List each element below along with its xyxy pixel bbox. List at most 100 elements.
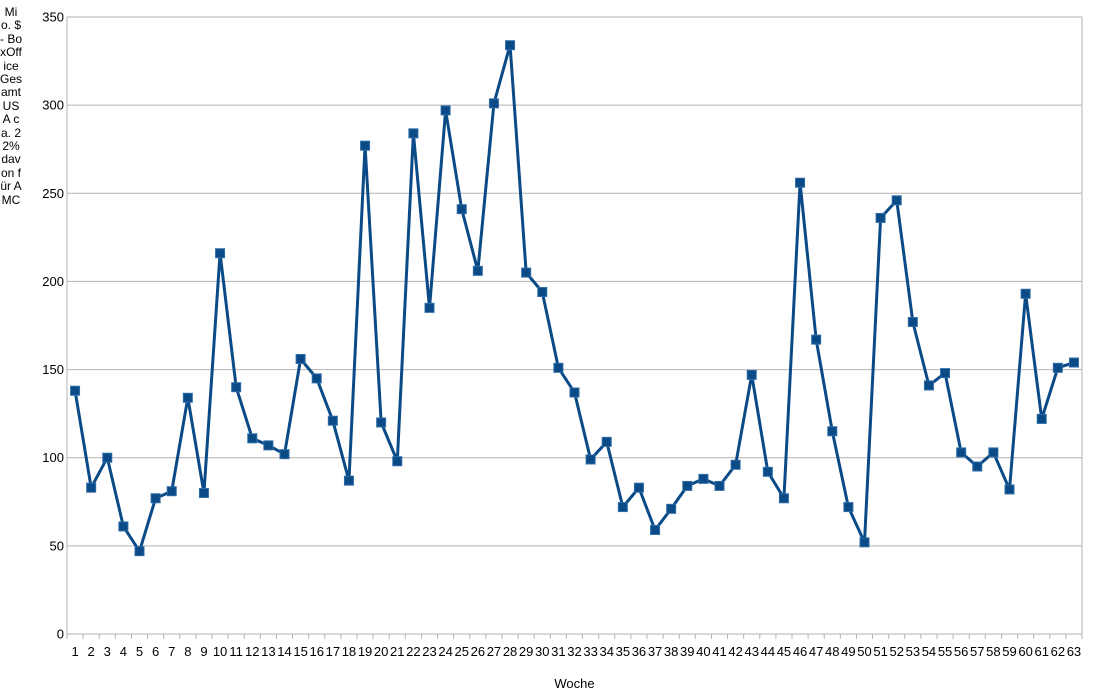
data-point [585, 454, 596, 465]
y-tick-label: 0 [57, 627, 64, 642]
data-point [472, 265, 483, 276]
y-tick-label: 150 [42, 362, 64, 377]
data-point [940, 368, 951, 379]
data-point [408, 128, 419, 139]
x-tick-label: 38 [664, 644, 678, 659]
x-tick-label: 36 [632, 644, 646, 659]
x-tick-label: 18 [342, 644, 356, 659]
data-point [456, 204, 467, 215]
x-tick-label: 16 [309, 644, 323, 659]
data-point [392, 456, 403, 467]
x-tick-label: 2 [88, 644, 95, 659]
x-tick-label: 21 [390, 644, 404, 659]
data-point [1052, 362, 1063, 373]
data-point [746, 369, 757, 380]
y-axis-title: Mio. $ - BoxOffice Gesamt USA ca. 22% da… [0, 5, 23, 207]
x-tick-label: 5 [136, 644, 143, 659]
x-tick-label: 43 [744, 644, 758, 659]
x-tick-label: 7 [168, 644, 175, 659]
x-tick-label: 17 [326, 644, 340, 659]
x-tick-label: 58 [986, 644, 1000, 659]
x-tick-label: 37 [648, 644, 662, 659]
data-point [827, 426, 838, 437]
x-tick-labels: 1 2 3 4 5 6 7 8 9 10 11 12 13 14 15 16 17 18 19 20 21 22 23 24 2… [71, 644, 1081, 659]
x-tick-label: 20 [374, 644, 388, 659]
x-tick-label: 47 [809, 644, 823, 659]
data-point [150, 493, 161, 504]
series-line [73, 43, 1075, 553]
data-point [633, 482, 644, 493]
data-point [215, 248, 226, 259]
x-tick-label: 42 [728, 644, 742, 659]
data-point [875, 212, 886, 223]
data-point [360, 140, 371, 151]
data-point [682, 480, 693, 491]
x-tick-label: 49 [841, 644, 855, 659]
y-tick-label: 100 [42, 450, 64, 465]
x-tick-label: 23 [422, 644, 436, 659]
data-point [650, 524, 661, 535]
data-point [843, 502, 854, 513]
data-point [956, 447, 967, 458]
data-point [70, 385, 81, 396]
data-point [569, 387, 580, 398]
data-point [601, 436, 612, 447]
x-tick-label: 10 [213, 644, 227, 659]
data-point [988, 447, 999, 458]
data-point [907, 316, 918, 327]
x-tick-label: 35 [616, 644, 630, 659]
x-tick-label: 56 [954, 644, 968, 659]
data-point [166, 486, 177, 497]
gridlines [67, 16, 1082, 547]
y-tick-label: 350 [42, 10, 64, 25]
data-point [231, 382, 242, 393]
x-tick-label: 32 [567, 644, 581, 659]
data-point [666, 503, 677, 514]
data-point [424, 302, 435, 313]
data-point [1068, 357, 1079, 368]
x-tick-label: 57 [970, 644, 984, 659]
data-point [182, 392, 193, 403]
x-tick-label: 39 [680, 644, 694, 659]
data-point [730, 459, 741, 470]
data-point [1020, 288, 1031, 299]
x-tick-label: 41 [712, 644, 726, 659]
data-point [118, 521, 129, 532]
x-tick-label: 59 [1002, 644, 1016, 659]
data-point [553, 362, 564, 373]
x-tick-label: 63 [1067, 644, 1081, 659]
x-tick-label: 31 [551, 644, 565, 659]
data-point [778, 493, 789, 504]
data-point [762, 466, 773, 477]
y-tick-label: 50 [50, 538, 64, 553]
data-point [440, 105, 451, 116]
data-point [263, 440, 274, 451]
data-point [891, 195, 902, 206]
x-tick-label: 51 [873, 644, 887, 659]
x-tick-label: 29 [519, 644, 533, 659]
x-tick-label: 50 [857, 644, 871, 659]
x-tick-label: 28 [503, 644, 517, 659]
x-tick-label: 40 [696, 644, 710, 659]
x-tick-label: 25 [454, 644, 468, 659]
data-point [1036, 413, 1047, 424]
data-point [698, 473, 709, 484]
x-tick-label: 9 [200, 644, 207, 659]
data-series [70, 40, 1079, 557]
x-tick-label: 52 [889, 644, 903, 659]
x-tick-label: 3 [104, 644, 111, 659]
data-point [247, 433, 258, 444]
x-tick-label: 45 [777, 644, 791, 659]
data-point [134, 546, 145, 557]
x-tick-label: 33 [583, 644, 597, 659]
y-tick-label: 250 [42, 186, 64, 201]
x-tick-label: 22 [406, 644, 420, 659]
y-tick-label: 300 [42, 98, 64, 113]
data-point [972, 461, 983, 472]
x-tick-label: 55 [938, 644, 952, 659]
x-tick-label: 53 [906, 644, 920, 659]
data-point [714, 480, 725, 491]
data-point [811, 334, 822, 345]
x-tick-label: 44 [761, 644, 775, 659]
